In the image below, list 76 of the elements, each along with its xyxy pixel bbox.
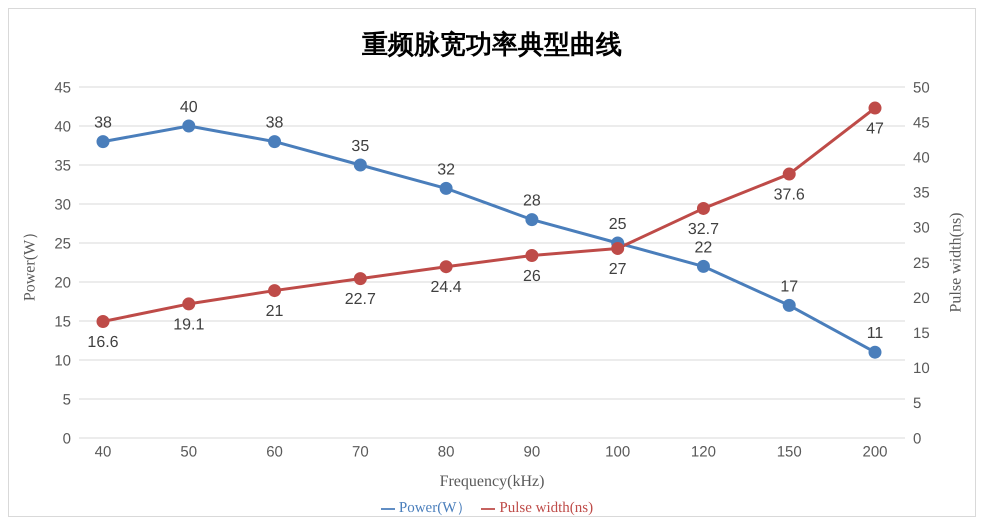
- data-label: 16.6: [87, 334, 119, 351]
- point: [182, 120, 196, 132]
- y2-tick-label: 45: [913, 114, 930, 132]
- data-label: 28: [522, 192, 541, 210]
- point: [354, 272, 367, 286]
- x-tick-label: 100: [605, 444, 630, 461]
- point: [440, 260, 453, 274]
- x-tick-label: 70: [352, 444, 369, 461]
- y-tick-label: 30: [54, 196, 71, 214]
- y-tick-label: 20: [54, 274, 71, 292]
- y-tick-label: 45: [54, 79, 71, 96]
- data-label: 32.7: [688, 220, 720, 238]
- y2-tick-label: 30: [913, 220, 930, 237]
- point: [782, 168, 796, 181]
- y2-tick-label: 20: [913, 290, 930, 307]
- point: [611, 242, 624, 255]
- x-tick-label: 40: [94, 444, 112, 461]
- data-label: 22: [694, 239, 712, 256]
- point: [525, 248, 538, 262]
- y-tick-label: 5: [62, 391, 71, 408]
- data-label: 25: [608, 216, 627, 233]
- data-label: 40: [180, 99, 198, 116]
- point: [696, 260, 710, 273]
- data-label: 19.1: [173, 316, 204, 334]
- x-tick-label: 150: [776, 444, 802, 461]
- data-label: 47: [866, 120, 884, 138]
- point: [525, 213, 538, 226]
- data-label: 38: [266, 114, 284, 132]
- y-tick-label: 0: [62, 430, 71, 448]
- data-label: 38: [94, 114, 112, 132]
- legend-label: Power(W）: [398, 500, 472, 516]
- point: [696, 202, 710, 215]
- y2-tick-label: 10: [913, 360, 930, 378]
- y-axis-title: Power(W）: [22, 224, 39, 302]
- y2-tick-label: 40: [913, 150, 930, 167]
- point: [868, 102, 882, 115]
- point: [868, 346, 882, 359]
- data-label: 22.7: [344, 291, 376, 308]
- point: [96, 135, 110, 148]
- legend-label: Pulse width(ns): [499, 500, 594, 516]
- data-label: 35: [351, 138, 370, 155]
- x-tick-label: 50: [180, 444, 198, 461]
- y-tick-label: 35: [54, 157, 71, 174]
- y2-tick-label: 50: [913, 79, 930, 96]
- data-label: 32: [437, 161, 456, 178]
- x-tick-label: 120: [690, 444, 716, 461]
- point: [268, 135, 282, 148]
- data-label: 37.6: [774, 186, 805, 204]
- y-tick-label: 10: [54, 352, 71, 370]
- y2-tick-label: 25: [913, 254, 930, 272]
- y-tick-label: 15: [54, 313, 71, 330]
- data-label: 26: [522, 268, 541, 285]
- data-label: 21: [266, 302, 284, 320]
- x-tick-label: 80: [438, 444, 454, 461]
- y-tick-label: 40: [54, 118, 71, 136]
- chart-title: 重频脉宽功率典型曲线: [361, 29, 623, 61]
- y2-tick-label: 35: [913, 184, 930, 202]
- x-tick-label: 90: [524, 444, 540, 461]
- y2-axis-title: Pulse width(ns): [948, 212, 965, 312]
- y2-tick-label: 15: [913, 325, 930, 342]
- y2-tick-label: 5: [913, 395, 922, 412]
- x-tick-label: 200: [862, 444, 888, 461]
- point: [782, 298, 796, 312]
- data-label: 11: [866, 325, 884, 342]
- y2-tick-label: 0: [913, 430, 922, 448]
- y-tick-label: 25: [54, 235, 71, 252]
- x-tick-label: 60: [266, 444, 283, 461]
- point: [268, 284, 282, 298]
- data-label: 27: [608, 260, 627, 278]
- point: [182, 297, 196, 310]
- point: [96, 314, 110, 328]
- data-label: 24.4: [430, 279, 462, 296]
- x-axis-title: Frequency(kHz): [440, 473, 544, 490]
- data-label: 17: [780, 278, 798, 296]
- point: [354, 158, 367, 172]
- point: [440, 182, 453, 195]
